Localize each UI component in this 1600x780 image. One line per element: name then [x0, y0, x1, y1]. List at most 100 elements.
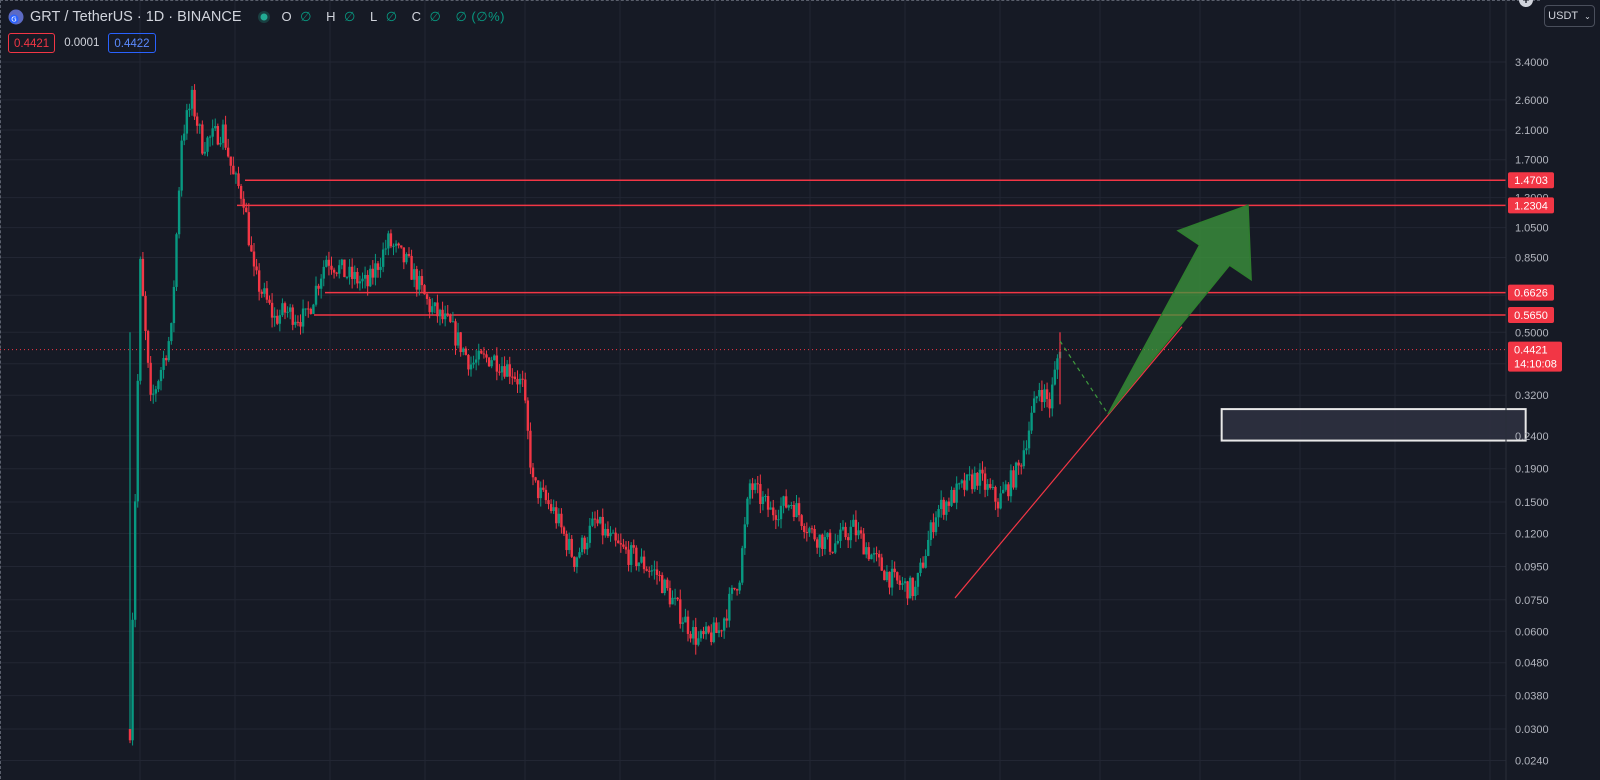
candle-body — [704, 626, 708, 635]
candle-body — [596, 519, 599, 524]
candle-body — [536, 480, 540, 499]
candle-body — [245, 207, 248, 213]
candle-body — [921, 562, 925, 568]
chevron-down-icon: ⌄ — [1584, 11, 1591, 21]
last-price-label: 0.4421 — [1514, 345, 1548, 357]
add-icon[interactable]: + — [1519, 0, 1533, 7]
y-tick-label: 0.3200 — [1515, 390, 1549, 402]
candle-body — [707, 626, 710, 633]
candle-body — [800, 515, 803, 527]
candle-body — [436, 302, 439, 317]
price-axis[interactable]: 3.40002.60002.10001.70001.30001.05000.85… — [1505, 0, 1562, 780]
candle-body — [459, 332, 462, 353]
candle-body — [722, 618, 726, 631]
y-tick-label: 3.4000 — [1515, 57, 1549, 69]
candle-body — [560, 513, 563, 528]
candle-body — [513, 376, 517, 380]
candle-body — [203, 151, 207, 154]
candle-body — [498, 371, 501, 373]
candle-body — [301, 308, 305, 327]
candle-body — [1038, 389, 1041, 397]
candle-body — [557, 513, 561, 524]
candle-body — [260, 291, 263, 294]
candle-body — [797, 503, 801, 516]
candle-body — [609, 532, 612, 537]
candle-body — [552, 507, 555, 511]
market-status-icon[interactable] — [257, 11, 270, 23]
candle-body — [423, 285, 426, 295]
candle-body — [950, 489, 953, 506]
last-price-tag — [1508, 341, 1562, 372]
exchange-label[interactable]: BINANCE — [177, 9, 242, 25]
candle-body — [720, 630, 723, 632]
candle-body — [774, 515, 778, 520]
candle-body — [575, 557, 579, 568]
candle-body — [738, 582, 741, 591]
candle-body — [645, 569, 648, 571]
y-tick-label: 0.0600 — [1515, 626, 1549, 638]
y-tick-label: 0.0750 — [1515, 595, 1549, 607]
candle-body — [288, 307, 292, 312]
candle-body — [728, 593, 731, 621]
candle-body — [996, 501, 1000, 509]
candle-body — [531, 467, 535, 478]
candle-body — [387, 233, 390, 249]
candle-body — [927, 539, 930, 556]
candle-body — [312, 304, 315, 314]
candle-body — [578, 552, 581, 558]
quote-name[interactable]: TetherUS — [72, 9, 133, 25]
currency-select[interactable]: USDT ⌄ — [1544, 5, 1595, 27]
candle-body — [211, 128, 214, 137]
candle-body — [867, 547, 871, 560]
candle-body — [1027, 430, 1031, 449]
candle-body — [983, 473, 987, 490]
candle-body — [454, 321, 457, 346]
candle-body — [792, 505, 796, 517]
candle-body — [883, 570, 886, 581]
candle-body — [343, 259, 346, 278]
candle-body — [989, 484, 992, 488]
symbol-name[interactable]: GRT — [30, 9, 61, 25]
level-price-tag — [1508, 172, 1554, 189]
candle-body — [286, 311, 289, 313]
candle-body — [500, 366, 504, 373]
candle-body — [1040, 389, 1044, 403]
candle-body — [239, 186, 243, 199]
candle-body — [694, 627, 697, 645]
candle-body — [144, 295, 147, 332]
drawings — [954, 204, 1527, 599]
candle-body — [278, 315, 282, 324]
y-tick-label: 0.0300 — [1515, 724, 1549, 736]
interval-label[interactable]: 1D — [145, 9, 165, 25]
candle-body — [756, 483, 759, 485]
candle-body — [415, 269, 418, 290]
candle-body — [490, 360, 493, 367]
y-tick-label: 0.8500 — [1515, 252, 1549, 264]
candle-body — [503, 366, 506, 377]
candle-body — [226, 147, 230, 157]
candle-body — [562, 527, 566, 534]
candle-body — [133, 501, 137, 620]
candle-body — [580, 537, 584, 553]
candle-body — [511, 376, 514, 378]
candle-body — [477, 350, 480, 360]
candle-body — [149, 362, 152, 395]
level-price-label: 1.4703 — [1514, 175, 1548, 187]
buy-button[interactable]: 0.4422 — [108, 33, 156, 53]
sell-button[interactable]: 0.4421 — [8, 33, 56, 53]
candle-body — [862, 533, 865, 555]
candle-body — [743, 524, 747, 549]
candle-body — [697, 638, 700, 645]
symbol-logo-icon: G — [8, 9, 24, 25]
candle-body — [986, 484, 989, 490]
candle-body — [668, 588, 672, 605]
candle-body — [232, 165, 235, 175]
candle-body — [617, 540, 620, 544]
candle-body — [691, 627, 695, 639]
candle-body — [890, 568, 894, 588]
candle-body — [175, 234, 178, 287]
candle-body — [1025, 448, 1028, 451]
candle-body — [524, 379, 527, 401]
candle-body — [247, 212, 251, 246]
